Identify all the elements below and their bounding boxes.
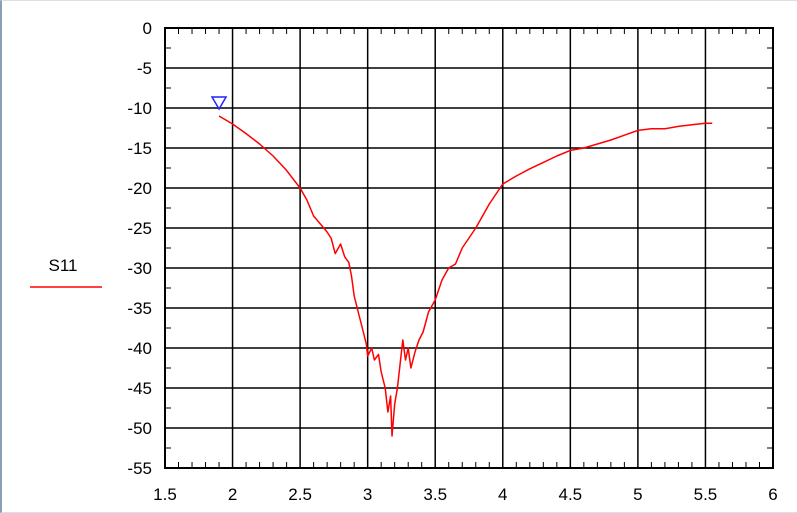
y-tick-label: -20 bbox=[127, 179, 152, 198]
x-tick-label: 2 bbox=[228, 485, 237, 504]
marker-triangle-icon bbox=[210, 96, 228, 111]
y-axis-ticks: 0 -5 -10 -15 -20 -25 -30 -35 -40 -45 -50 -55 bbox=[127, 19, 152, 478]
legend: S11 bbox=[30, 256, 102, 288]
y-tick-label: -35 bbox=[127, 299, 152, 318]
plot-area-border bbox=[164, 27, 774, 469]
y-tick-label: -30 bbox=[127, 259, 152, 278]
y-tick-label: -10 bbox=[127, 99, 152, 118]
x-tick-label: 2.5 bbox=[288, 485, 312, 504]
x-tick-label: 4.5 bbox=[559, 485, 583, 504]
x-tick-label: 5 bbox=[633, 485, 642, 504]
y-tick-label: 0 bbox=[143, 19, 152, 38]
x-axis-ticks: 1.5 2 2.5 3 3.5 4 4.5 5 5.5 6 bbox=[153, 485, 778, 504]
y-tick-label: -55 bbox=[127, 459, 152, 478]
minor-ticks bbox=[165, 28, 773, 468]
y-tick-label: -5 bbox=[137, 59, 152, 78]
series-line-s11 bbox=[218, 115, 713, 437]
y-tick-label: -25 bbox=[127, 219, 152, 238]
x-tick-label: 4 bbox=[498, 485, 507, 504]
x-tick-label: 5.5 bbox=[694, 485, 718, 504]
y-tick-label: -40 bbox=[127, 339, 152, 358]
y-tick-label: -50 bbox=[127, 419, 152, 438]
grid bbox=[165, 28, 773, 468]
legend-series-label: S11 bbox=[49, 256, 78, 275]
x-tick-label: 1.5 bbox=[153, 485, 177, 504]
x-tick-label: 6 bbox=[768, 485, 777, 504]
y-tick-label: -45 bbox=[127, 379, 152, 398]
x-tick-label: 3.5 bbox=[423, 485, 447, 504]
x-tick-label: 3 bbox=[363, 485, 372, 504]
series-layer bbox=[218, 115, 713, 437]
marker-layer bbox=[210, 96, 228, 111]
y-tick-label: -15 bbox=[127, 139, 152, 158]
